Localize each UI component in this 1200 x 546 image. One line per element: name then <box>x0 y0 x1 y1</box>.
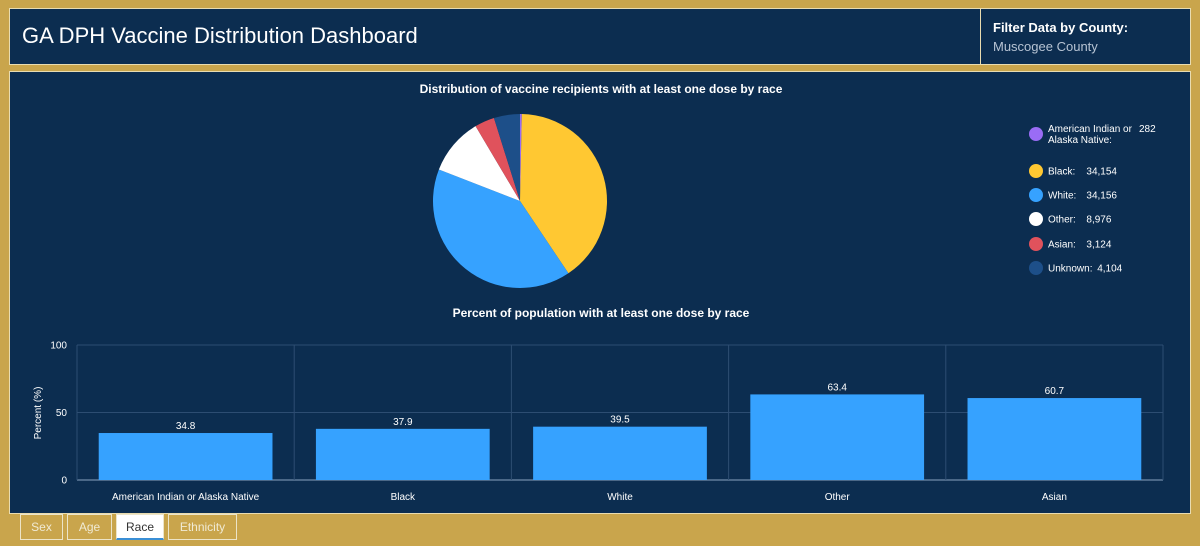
legend-swatch-1 <box>1029 164 1043 178</box>
pie-legend: American Indian or Alaska Native: 282 Black… <box>1029 124 1156 275</box>
bar-value-label-1: 37.9 <box>393 417 413 428</box>
pie-slice-4[interactable] <box>475 117 520 201</box>
legend-value-3: 8,976 <box>1086 215 1111 226</box>
bar-value-label-2: 39.5 <box>610 415 630 426</box>
pie-slice-0[interactable] <box>520 114 522 201</box>
bar-value-label-0: 34.8 <box>176 421 196 432</box>
bar-4[interactable] <box>967 398 1142 480</box>
x-tick-label-0: American Indian or Alaska Native <box>112 492 260 503</box>
legend-swatch-3 <box>1029 212 1043 226</box>
filter-selected-county[interactable]: Muscogee County <box>993 39 1098 54</box>
legend-swatch-4 <box>1029 237 1043 251</box>
dashboard-title: GA DPH Vaccine Distribution Dashboard <box>22 23 418 48</box>
county-filter[interactable]: Filter Data by County: Muscogee County <box>980 9 1191 64</box>
legend-swatch-0 <box>1029 127 1043 141</box>
pie-slice-3[interactable] <box>438 126 520 201</box>
legend-value-0: 282 <box>1139 124 1156 135</box>
filter-label: Filter Data by County: <box>993 20 1129 35</box>
legend-value-2: 34,156 <box>1086 191 1117 202</box>
legend-value-5: 4,104 <box>1097 264 1122 275</box>
x-tick-label-4: Asian <box>1042 492 1067 503</box>
charts-svg: Distribution of vaccine recipients with … <box>33 82 1164 503</box>
x-tick-label-1: Black <box>391 492 416 503</box>
legend-label-5: Unknown: <box>1048 264 1092 275</box>
bar-value-label-4: 60.7 <box>1045 386 1065 397</box>
legend-label-4: Asian: <box>1048 240 1076 251</box>
legend-value-4: 3,124 <box>1086 240 1111 251</box>
legend-swatch-2 <box>1029 188 1043 202</box>
x-tick-label-2: White <box>607 492 633 503</box>
legend-label-3: Other: <box>1048 215 1076 226</box>
legend-label-0: American Indian or Alaska Native: <box>1048 124 1133 146</box>
pie-slice-2[interactable] <box>433 169 569 288</box>
legend-label-1: Black: <box>1048 167 1075 178</box>
bar-1[interactable] <box>315 428 490 480</box>
pie-slice-1[interactable] <box>520 114 608 274</box>
dashboard-header: GA DPH Vaccine Distribution Dashboard Fi… <box>9 8 1191 65</box>
bar-y-axis-label: Percent (%) <box>33 387 44 440</box>
pie-chart[interactable] <box>433 114 608 288</box>
pie-chart-title: Distribution of vaccine recipients with … <box>420 82 783 96</box>
legend-value-1: 34,154 <box>1086 167 1117 178</box>
bar-value-label-3: 63.4 <box>827 382 847 393</box>
legend-swatch-5 <box>1029 261 1043 275</box>
bar-3[interactable] <box>750 394 925 480</box>
legend-label-2: White: <box>1048 191 1076 202</box>
tab-race[interactable]: Race <box>116 514 164 540</box>
y-tick-label-1: 50 <box>56 408 68 419</box>
y-tick-label-0: 0 <box>61 476 67 487</box>
bar-chart-title: Percent of population with at least one … <box>453 306 750 320</box>
bar-y-ticks: 0 50 100 <box>50 341 67 487</box>
tab-ethnicity[interactable]: Ethnicity <box>168 514 237 540</box>
bar-2[interactable] <box>533 426 707 480</box>
chart-panel: Distribution of vaccine recipients with … <box>9 71 1191 514</box>
tab-age[interactable]: Age <box>67 514 112 540</box>
y-tick-label-2: 100 <box>50 341 67 352</box>
bar-0[interactable] <box>98 433 273 480</box>
tab-sex[interactable]: Sex <box>20 514 63 540</box>
bar-chart: 34.8 American Indian or Alaska Native 37.9… <box>98 382 1142 503</box>
pie-slice-5[interactable] <box>493 114 520 201</box>
x-tick-label-3: Other <box>825 492 851 503</box>
